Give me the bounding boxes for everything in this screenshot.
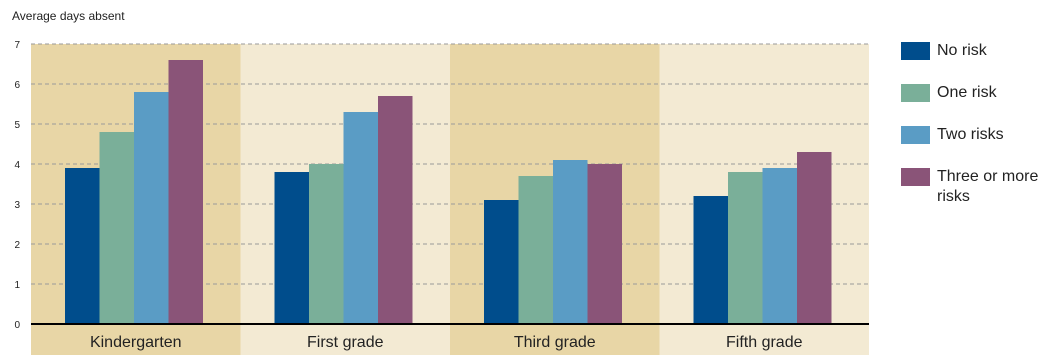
legend-item: No risk bbox=[901, 40, 1056, 82]
bar bbox=[378, 96, 413, 324]
y-tick-label: 4 bbox=[14, 160, 20, 171]
bar bbox=[518, 176, 553, 324]
legend-swatch bbox=[901, 168, 930, 186]
legend-swatch bbox=[901, 84, 930, 102]
x-tick-label: First grade bbox=[307, 334, 384, 351]
y-tick-label: 1 bbox=[14, 280, 20, 291]
x-tick-label: Kindergarten bbox=[90, 334, 182, 351]
bar bbox=[65, 168, 100, 324]
y-tick-label: 5 bbox=[14, 120, 20, 131]
bar bbox=[343, 112, 378, 324]
legend-swatch bbox=[901, 126, 930, 144]
y-axis-title: Average days absent bbox=[12, 9, 125, 23]
legend-item: One risk bbox=[901, 82, 1056, 124]
bar bbox=[762, 168, 797, 324]
bar bbox=[728, 172, 763, 324]
bar bbox=[168, 60, 203, 324]
y-tick-label: 3 bbox=[14, 200, 20, 211]
bar bbox=[693, 196, 728, 324]
bar bbox=[484, 200, 519, 324]
y-tick-label: 0 bbox=[14, 320, 20, 331]
legend: No risk One risk Two risks Three or more ri… bbox=[901, 40, 1056, 208]
y-tick-label: 7 bbox=[14, 40, 20, 51]
legend-item: Two risks bbox=[901, 124, 1056, 166]
legend-label: Three or more risks bbox=[937, 168, 1039, 205]
legend-label: No risk bbox=[937, 42, 987, 59]
x-tick-label: Third grade bbox=[514, 334, 596, 351]
bar bbox=[797, 152, 832, 324]
bar bbox=[274, 172, 309, 324]
legend-swatch bbox=[901, 42, 930, 60]
bar bbox=[99, 132, 134, 324]
bar bbox=[587, 164, 622, 324]
bar bbox=[553, 160, 588, 324]
legend-label: Two risks bbox=[937, 126, 1004, 143]
bar bbox=[134, 92, 169, 324]
x-tick-label: Fifth grade bbox=[726, 334, 803, 351]
y-tick-label: 6 bbox=[14, 80, 20, 91]
bar bbox=[309, 164, 344, 324]
legend-label: One risk bbox=[937, 84, 997, 101]
legend-item: Three or more risks bbox=[901, 166, 1056, 208]
y-tick-label: 2 bbox=[14, 240, 20, 251]
